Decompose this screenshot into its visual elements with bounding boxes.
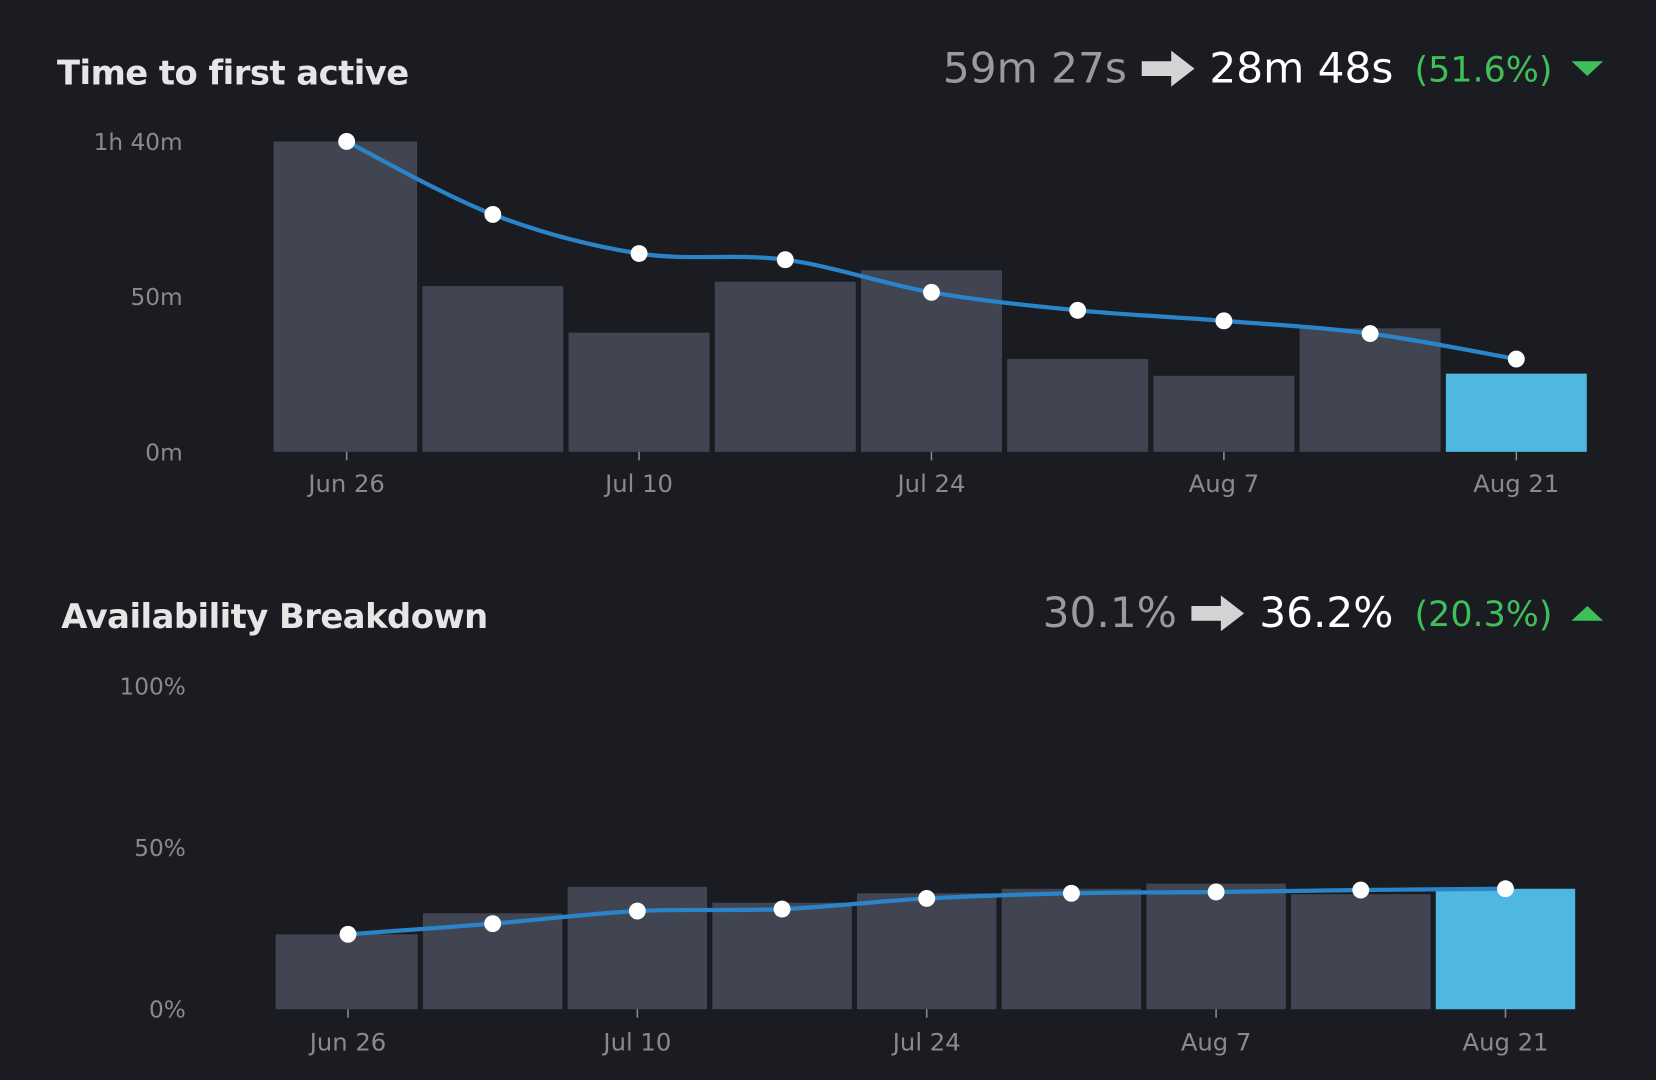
trend-point	[484, 205, 502, 223]
bar	[1299, 328, 1441, 452]
bar	[1001, 888, 1142, 1010]
trend-point	[1507, 350, 1525, 368]
x-tick-label: Jul 24	[891, 1027, 961, 1056]
bar	[422, 286, 564, 452]
bar	[712, 902, 852, 1010]
bar	[1146, 883, 1286, 1010]
arrow-right-icon	[1141, 50, 1195, 87]
y-tick-label: 100%	[119, 674, 185, 701]
summary-metric: 59m 27s 28m 48s (51.6%)	[942, 44, 1604, 93]
bar	[275, 934, 418, 1010]
trend-point	[1062, 884, 1080, 902]
x-tick-label: Jul 24	[896, 469, 966, 498]
x-tick-label: Jun 26	[308, 1027, 387, 1056]
y-tick-label: 50m	[131, 284, 183, 311]
previous-value: 30.1%	[1042, 589, 1177, 638]
trend-point	[918, 889, 936, 907]
trend-point	[773, 900, 791, 918]
trend-point	[1352, 881, 1370, 899]
triangle-down-icon	[1571, 61, 1604, 77]
trend-point	[1069, 301, 1087, 319]
bar	[1291, 894, 1431, 1010]
arrow-right-icon	[1191, 595, 1245, 632]
bar	[273, 141, 418, 452]
x-tick-label: Jul 10	[603, 469, 673, 498]
y-tick-label: 0m	[145, 439, 182, 466]
y-tick-label: 1h 40m	[94, 129, 183, 156]
trend-point	[923, 283, 940, 301]
previous-value: 59m 27s	[942, 44, 1127, 93]
trend-point	[776, 251, 794, 269]
trend-point	[484, 915, 502, 933]
bar	[568, 332, 710, 452]
current-value: 36.2%	[1259, 589, 1394, 638]
bar	[1153, 375, 1295, 452]
trend-point	[1207, 883, 1225, 901]
x-tick-label: Jul 10	[601, 1027, 671, 1056]
x-tick-label: Jun 26	[306, 469, 385, 498]
bar-current	[1445, 373, 1587, 452]
y-tick-label: 0%	[149, 997, 186, 1024]
trend-point	[1497, 880, 1514, 898]
chart-title: Availability Breakdown	[61, 596, 488, 637]
time-to-first-active-chart: 0m 50m 1h 40m Jun 26 Jul 10 Jul 24 Aug 7 Aug 21	[94, 129, 1587, 498]
trend-point	[339, 925, 357, 943]
change-percent: (51.6%)	[1414, 48, 1553, 90]
change-percent: (20.3%)	[1414, 592, 1553, 634]
triangle-up-icon	[1571, 605, 1604, 621]
trend-point	[1361, 325, 1379, 343]
bar	[714, 281, 856, 452]
x-tick-label: Aug 7	[1181, 1027, 1252, 1056]
x-tick-label: Aug 21	[1462, 1027, 1548, 1056]
x-tick-label: Aug 21	[1473, 469, 1559, 498]
chart-title: Time to first active	[57, 52, 409, 93]
trend-point	[338, 133, 356, 150]
trend-point	[628, 902, 646, 920]
current-value: 28m 48s	[1209, 44, 1394, 93]
bar-current	[1435, 888, 1576, 1010]
bar	[1007, 359, 1149, 452]
x-tick-label: Aug 7	[1189, 469, 1260, 498]
bar	[857, 893, 997, 1010]
y-tick-label: 50%	[134, 835, 186, 862]
trend-point	[630, 245, 648, 262]
trend-point	[1215, 312, 1233, 330]
summary-metric: 30.1% 36.2% (20.3%)	[1043, 589, 1604, 638]
